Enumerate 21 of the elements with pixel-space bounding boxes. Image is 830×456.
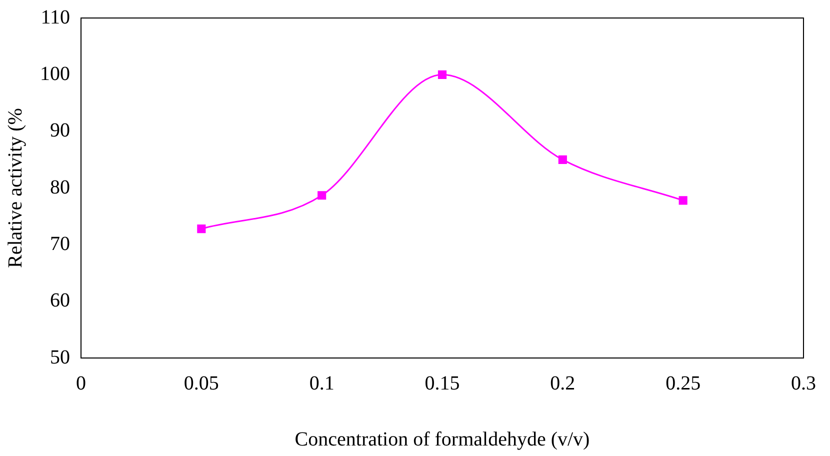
x-tick-label: 0 <box>76 372 86 394</box>
x-tick-label: 0.05 <box>184 372 219 394</box>
x-axis-title: Concentration of formaldehyde (v/v) <box>294 428 590 450</box>
point <box>678 196 688 205</box>
point <box>438 70 447 79</box>
y-tick-label: 60 <box>50 290 70 312</box>
y-tick-label: 90 <box>50 120 70 142</box>
y-tick-label: 100 <box>40 62 70 85</box>
point <box>197 224 206 234</box>
x-tick-label: 0.1 <box>309 372 334 394</box>
y-tick-label: 70 <box>50 232 70 255</box>
x-tick-label: 0.2 <box>550 372 576 394</box>
y-axis-title: Relative activity (% <box>4 108 26 268</box>
x-tick-label: 0.15 <box>424 372 460 394</box>
point <box>318 191 326 200</box>
y-tick-label: 80 <box>50 176 70 198</box>
point <box>558 155 567 164</box>
x-tick-label: 0.25 <box>666 372 701 394</box>
x-tick-label: 0.3 <box>791 372 816 394</box>
y-tick-label: 50 <box>50 346 70 368</box>
y-tick-label: 110 <box>40 6 70 28</box>
